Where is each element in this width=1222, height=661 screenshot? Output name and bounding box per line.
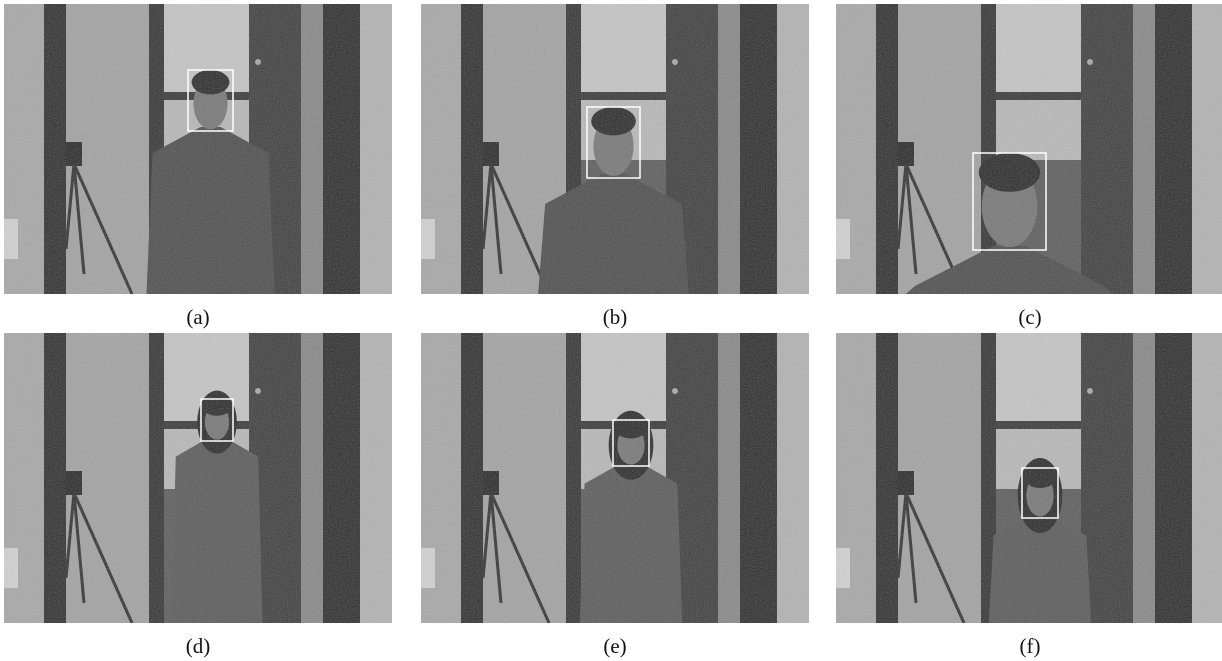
panel-caption: (d) (186, 634, 211, 658)
pillar (1155, 4, 1192, 294)
hair-top (204, 399, 231, 416)
hair-top (1025, 468, 1055, 488)
panel-caption: (b) (603, 305, 628, 329)
photo-panel (421, 333, 809, 623)
door-knob (255, 59, 261, 65)
scene (4, 333, 392, 623)
panel-caption: (e) (603, 634, 626, 658)
tripod-head (483, 471, 499, 495)
corridor-wall (581, 4, 669, 99)
door-frame (566, 333, 581, 623)
scene (4, 4, 392, 294)
photo-panel (836, 4, 1222, 294)
right-wall (777, 4, 809, 294)
pillar (1155, 333, 1192, 623)
pillar (44, 4, 66, 294)
wall-switch (836, 548, 850, 588)
torso (171, 437, 262, 623)
door-knob (1087, 388, 1093, 394)
photo-panel (421, 4, 809, 294)
corridor-wall (996, 100, 1084, 160)
door-jamb (718, 4, 740, 294)
hair-top (979, 153, 1040, 192)
pillar (876, 333, 898, 623)
scene (421, 4, 809, 294)
hair-top (192, 70, 230, 94)
tripod-head (66, 471, 82, 495)
photo-panel (4, 4, 392, 294)
right-wall (1192, 4, 1222, 294)
door-knob (672, 388, 678, 394)
tripod-head (898, 471, 914, 495)
scene (421, 333, 809, 623)
wall-switch (421, 219, 435, 259)
right-wall (360, 4, 392, 294)
pillar (323, 4, 360, 294)
panel-caption: (c) (1018, 305, 1041, 329)
rail (581, 92, 669, 100)
pillar (740, 333, 777, 623)
page: (a)(b)(c)(d)(e)(f) (() => { const data =… (0, 0, 1222, 661)
pillar (876, 4, 898, 294)
door-jamb (1133, 4, 1155, 294)
door (1081, 4, 1133, 294)
tripod-head (483, 142, 499, 166)
wall-switch (836, 219, 850, 259)
door-jamb (301, 333, 323, 623)
torso (580, 462, 682, 623)
panel-caption: (f) (1020, 634, 1041, 658)
hair-top (591, 107, 636, 135)
figure: (a) (b) (c) (d) (e) (f) (0, 0, 1222, 661)
wall-switch (421, 548, 435, 588)
rail (996, 92, 1084, 100)
photo-panel (836, 333, 1222, 623)
right-wall (1192, 333, 1222, 623)
door-knob (255, 388, 261, 394)
torso (147, 127, 275, 294)
hair-top (616, 420, 646, 438)
door-jamb (1133, 333, 1155, 623)
pillar (461, 333, 483, 623)
door-knob (672, 59, 678, 65)
rail (996, 421, 1084, 429)
pillar (323, 333, 360, 623)
pillar (740, 4, 777, 294)
right-wall (360, 333, 392, 623)
pillar (461, 4, 483, 294)
corridor-wall (996, 333, 1084, 428)
door-jamb (718, 333, 740, 623)
pillar (44, 333, 66, 623)
scene (836, 333, 1222, 623)
door-jamb (301, 4, 323, 294)
tripod-head (66, 142, 82, 166)
photo-panel (4, 333, 392, 623)
door-frame (149, 333, 164, 623)
right-wall (777, 333, 809, 623)
tripod-head (898, 142, 914, 166)
panel-caption: (a) (186, 305, 209, 329)
door-knob (1087, 59, 1093, 65)
corridor-wall (996, 4, 1084, 99)
wall-switch (4, 219, 18, 259)
wall-switch (4, 548, 18, 588)
